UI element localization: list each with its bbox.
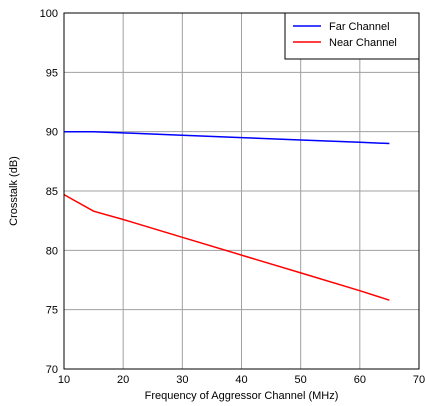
plot-area-frame [63, 12, 420, 370]
x-tick-label: 30 [176, 374, 188, 386]
legend-box [284, 12, 420, 60]
y-axis-label: Crosstalk (dB) [8, 156, 20, 226]
legend-label: Far Channel [329, 21, 390, 33]
legend: Far Channel Near Channel [284, 12, 420, 60]
series-line-2 [63, 193, 390, 301]
y-tick-label: 95 [46, 67, 58, 79]
y-tick-label: 85 [46, 186, 58, 198]
legend-label: Near Channel [329, 37, 397, 49]
x-tick-label: 20 [117, 374, 129, 386]
grid-lines [64, 13, 419, 369]
x-axis-ticks: 10 20 30 40 50 60 70 [58, 374, 425, 386]
x-tick-label: 60 [354, 374, 366, 386]
x-tick-label: 70 [413, 374, 425, 386]
x-tick-label: 10 [58, 374, 70, 386]
x-tick-label: 50 [295, 374, 307, 386]
y-tick-label: 100 [40, 8, 58, 20]
series-line-1 [64, 130, 390, 145]
x-axis-label: Frequency of Aggressor Channel (MHz) [145, 390, 339, 402]
x-tick-label: 40 [235, 374, 247, 386]
y-tick-label: 80 [46, 245, 58, 257]
y-tick-label: 70 [46, 364, 58, 376]
y-tick-label: 75 [46, 305, 58, 317]
series-lines [63, 130, 390, 301]
y-axis-ticks: 70 75 80 85 90 95 100 [40, 8, 58, 376]
y-tick-label: 90 [46, 127, 58, 139]
